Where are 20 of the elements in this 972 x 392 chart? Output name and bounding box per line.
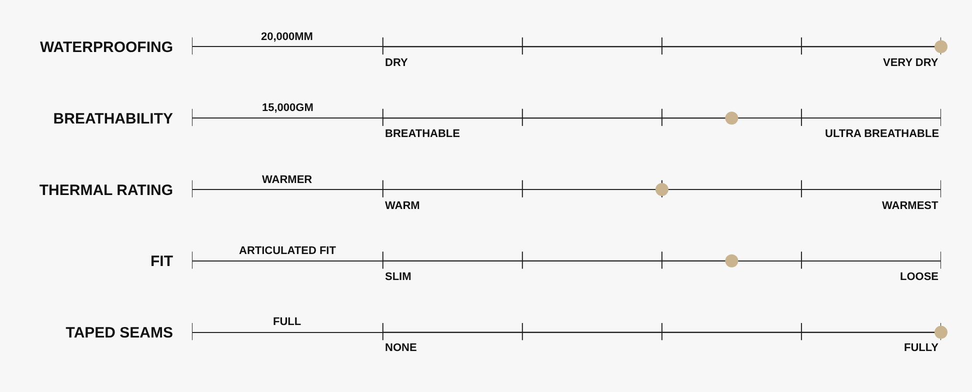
annotation: FULLY (904, 342, 940, 354)
y-tick-label: BREATHABILITY (53, 110, 173, 128)
text: ARTICULATED FIT (239, 245, 336, 257)
annotation: LOOSE (900, 271, 939, 283)
text: 20,000MM (261, 31, 313, 43)
annotation: SLIM (385, 271, 412, 283)
y-tick-label: THERMAL RATING (39, 182, 173, 199)
annotation: BREATHABLE (385, 128, 460, 140)
y-tick-label: TAPED SEAMS (66, 324, 173, 342)
text: 15,000GM (262, 102, 314, 114)
annotation: WARMEST (882, 200, 938, 212)
y-tick-label: FIT (150, 253, 173, 270)
annotation: DRY (385, 57, 408, 69)
text: WARMER (262, 174, 312, 186)
annotation: NONE (385, 342, 417, 354)
annotation: ULTRA BREATHABLE (825, 128, 940, 140)
annotation: VERY DRY (883, 57, 939, 69)
text: FULL (273, 316, 302, 328)
annotation: WARM (385, 200, 420, 212)
y-tick-label: WATERPROOFING (40, 38, 173, 56)
